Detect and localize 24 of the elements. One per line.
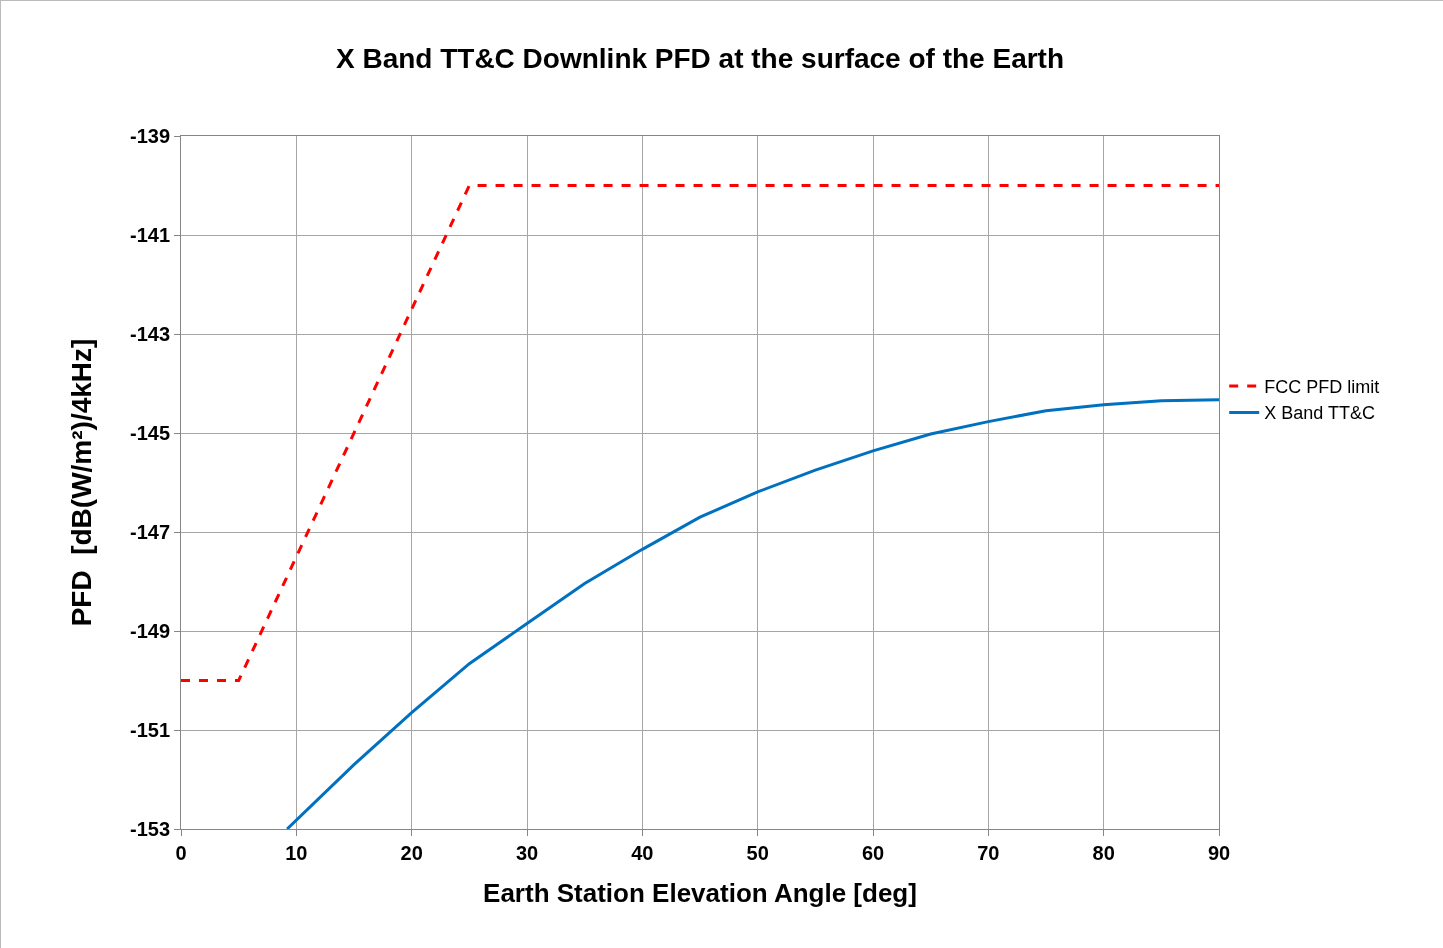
x-tick-label: 20 — [400, 842, 423, 864]
x-tick-label: 90 — [1207, 842, 1231, 864]
y-tick-label: -139 — [129, 125, 170, 147]
y-tick-label: -151 — [129, 719, 170, 741]
x-tick-label: 80 — [1092, 842, 1115, 864]
x-tick-label: 60 — [861, 842, 885, 864]
x-tick-label: 10 — [285, 842, 308, 864]
x-tick-label: 30 — [515, 842, 539, 864]
y-axis-title: PFD [dB(W/m²)/4kHz] — [65, 338, 97, 627]
legend-label: X Band TT&C — [1264, 403, 1375, 424]
x-tick-label: 70 — [977, 842, 1000, 864]
chart-title: X Band TT&C Downlink PFD at the surface of the Earth — [335, 43, 1065, 74]
legend-label: FCC PFD limit — [1264, 377, 1380, 398]
y-tick-label: -141 — [129, 224, 170, 246]
x-tick-label: 0 — [175, 842, 187, 864]
x-tick-label: 50 — [746, 842, 769, 864]
y-tick-label: -145 — [129, 422, 170, 444]
x-axis-title: Earth Station Elevation Angle [deg] — [483, 877, 917, 908]
y-tick-label: -143 — [129, 323, 170, 345]
y-tick-label: -149 — [129, 620, 170, 642]
x-tick-label: 40 — [631, 842, 654, 864]
y-tick-label: -147 — [129, 521, 170, 543]
line-series — [285, 398, 1219, 829]
y-tick-label: -153 — [129, 818, 170, 840]
